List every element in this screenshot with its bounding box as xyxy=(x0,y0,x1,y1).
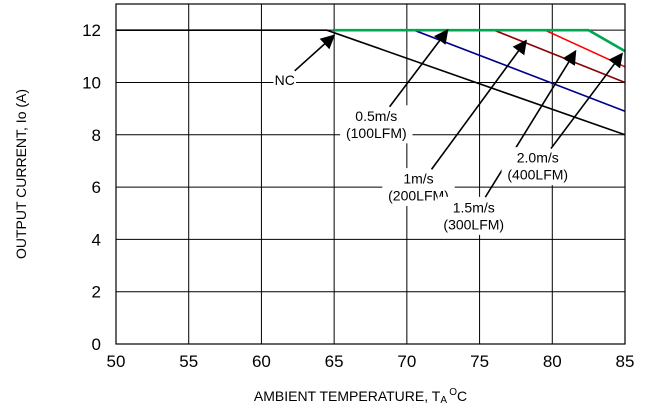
annotation-label: (100LFM) xyxy=(346,125,407,141)
x-tick-label: 75 xyxy=(470,352,489,371)
x-tick-label: 85 xyxy=(616,352,635,371)
tick-labels: 50 55 60 65 70 75 80 85 0 2 4 6 8 10 12 xyxy=(82,21,634,371)
annotation-label: (300LFM) xyxy=(443,216,504,232)
annotation-arrow xyxy=(484,49,577,198)
annotation-label: 1m/s xyxy=(403,171,433,187)
series-lines xyxy=(116,28,626,136)
annotation-bg xyxy=(273,69,296,91)
annotation-label: 1.5m/s xyxy=(453,199,495,215)
y-tick-label: 2 xyxy=(92,283,101,302)
annotation-arrow xyxy=(550,52,623,150)
annotations: NC 0.5m/s(100LFM) 1m/s(200LFM)1.5m/s(300LF… xyxy=(273,29,623,235)
series-line xyxy=(334,28,626,53)
annotation-label: (200LFM) xyxy=(388,188,449,204)
x-tick-label: 55 xyxy=(179,352,198,371)
y-tick-label: 8 xyxy=(92,126,101,145)
annotation-arrow xyxy=(294,34,336,72)
annotation-arrow xyxy=(388,29,449,108)
x-axis-title: AMBIENT TEMPERATURE, TA OC xyxy=(254,387,467,406)
annotation-bg xyxy=(340,105,413,144)
annotation-label: 0.5m/s xyxy=(355,108,397,124)
plot-frame xyxy=(115,3,626,345)
x-tick-label: 50 xyxy=(107,352,126,371)
x-tick-label: 80 xyxy=(543,352,562,371)
annotation-bg xyxy=(501,147,574,186)
y-tick-label: 4 xyxy=(92,230,101,249)
series-line xyxy=(116,29,626,136)
y-axis-title: OUTPUT CURRENT, Io (A) xyxy=(13,89,29,259)
y-tick-label: 6 xyxy=(92,178,101,197)
x-tick-label: 70 xyxy=(397,352,416,371)
y-tick-label: 10 xyxy=(82,73,101,92)
annotation-arrow xyxy=(430,39,527,170)
x-tick-label: 60 xyxy=(252,352,271,371)
annotation-bg xyxy=(437,196,510,235)
y-tick-label: 12 xyxy=(82,21,101,40)
annotation-label: 2.0m/s xyxy=(517,150,559,166)
y-tick-label: 0 xyxy=(92,335,101,354)
annotation-label: NC xyxy=(275,72,295,88)
annotation-label: (400LFM) xyxy=(507,167,568,183)
x-tick-label: 65 xyxy=(325,352,344,371)
